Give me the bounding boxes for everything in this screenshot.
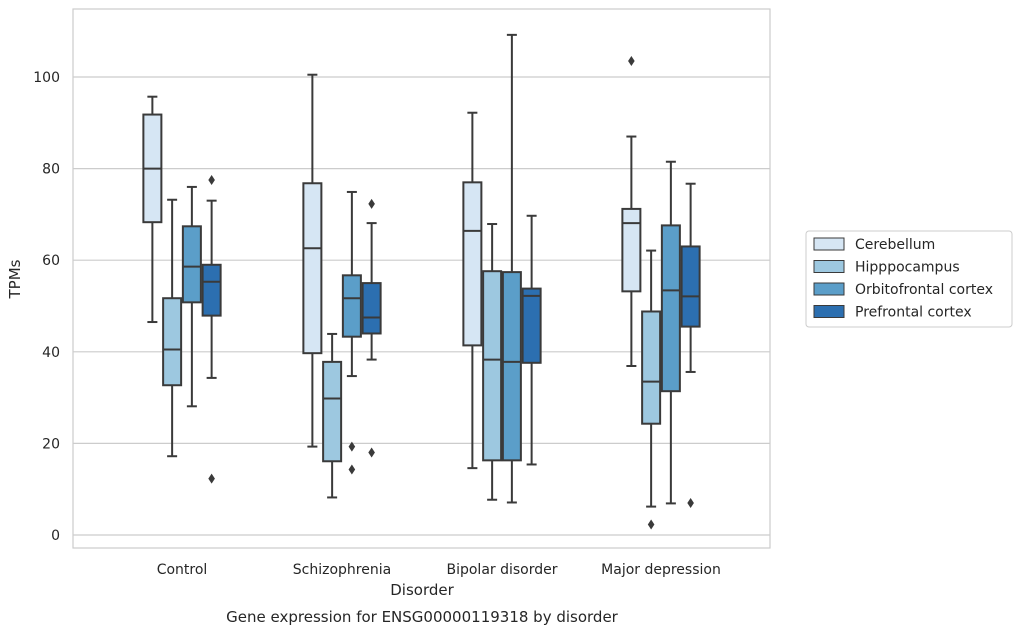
outlier-point <box>348 464 356 475</box>
grid-lines <box>73 76 770 536</box>
box <box>181 185 202 408</box>
x-axis-label: Disorder <box>390 581 454 599</box>
outlier-point <box>687 497 694 508</box>
box <box>501 33 522 504</box>
box <box>302 73 323 448</box>
legend-swatch <box>813 237 845 251</box>
box-body <box>181 225 202 304</box>
x-tick-label: Schizophrenia <box>293 562 391 578</box>
series-orbitofrontal-cortex <box>181 33 681 505</box>
legend-label: Hipppocampus <box>855 260 960 276</box>
box <box>641 249 662 530</box>
outlier-point <box>348 441 356 452</box>
box <box>680 182 701 508</box>
y-tick-label: 60 <box>42 253 60 269</box>
legend-swatch <box>813 282 845 296</box>
outlier-point <box>368 447 375 458</box>
x-tick-label: Control <box>157 562 208 578</box>
box-body <box>621 207 642 293</box>
box <box>621 55 642 367</box>
outlier-point <box>647 519 655 530</box>
box-body <box>501 271 522 462</box>
legend-swatch <box>813 305 845 318</box>
box-body <box>660 224 681 393</box>
box-body <box>462 181 483 347</box>
box-body <box>482 270 503 462</box>
series-hipppocampus <box>162 198 662 530</box>
y-axis-label: TPMs <box>6 259 24 299</box>
outlier-point <box>628 55 635 66</box>
box-body <box>322 360 343 463</box>
legend-label: Cerebellum <box>855 237 935 253</box>
box <box>162 198 183 458</box>
box <box>361 198 382 458</box>
box-body <box>162 297 183 387</box>
box-body <box>361 282 382 335</box>
legend-label: Orbitofrontal cortex <box>855 282 993 298</box>
x-tick-labels: Control Schizophrenia Bipolar disorder Majo… <box>157 562 721 578</box>
legend-frame <box>805 230 1013 328</box>
box-body <box>641 310 662 425</box>
legend-label: Prefrontal cortex <box>855 305 972 321</box>
box <box>482 223 503 501</box>
y-tick-label: 100 <box>33 70 60 86</box>
box-series <box>142 33 701 530</box>
y-tick-label: 0 <box>51 528 60 544</box>
series-prefrontal-cortex <box>201 175 701 508</box>
box-body <box>201 263 222 317</box>
y-tick-labels: 0 20 40 60 80 100 <box>33 70 60 544</box>
y-tick-label: 40 <box>42 345 60 361</box>
box-body <box>341 274 362 338</box>
series-cerebellum <box>142 55 642 470</box>
box <box>142 95 163 324</box>
box <box>521 214 542 466</box>
y-tick-label: 80 <box>42 162 60 178</box>
legend: Cerebellum Hipppocampus Orbitofrontal cort… <box>805 230 1013 328</box>
box <box>341 190 362 475</box>
box-body <box>521 287 542 364</box>
box <box>201 175 222 484</box>
box <box>660 160 681 505</box>
x-tick-label: Major depression <box>601 562 721 578</box>
box <box>462 111 483 470</box>
outlier-point <box>208 175 215 186</box>
legend-swatch <box>813 260 845 273</box>
chart-caption: Gene expression for ENSG00000119318 by d… <box>226 608 619 626</box>
outlier-point <box>208 473 215 484</box>
outlier-point <box>368 198 375 209</box>
x-tick-label: Bipolar disorder <box>446 562 557 578</box>
box <box>322 332 343 499</box>
y-tick-label: 20 <box>42 436 60 452</box>
box-body <box>302 182 323 355</box>
box-body <box>680 245 701 328</box>
